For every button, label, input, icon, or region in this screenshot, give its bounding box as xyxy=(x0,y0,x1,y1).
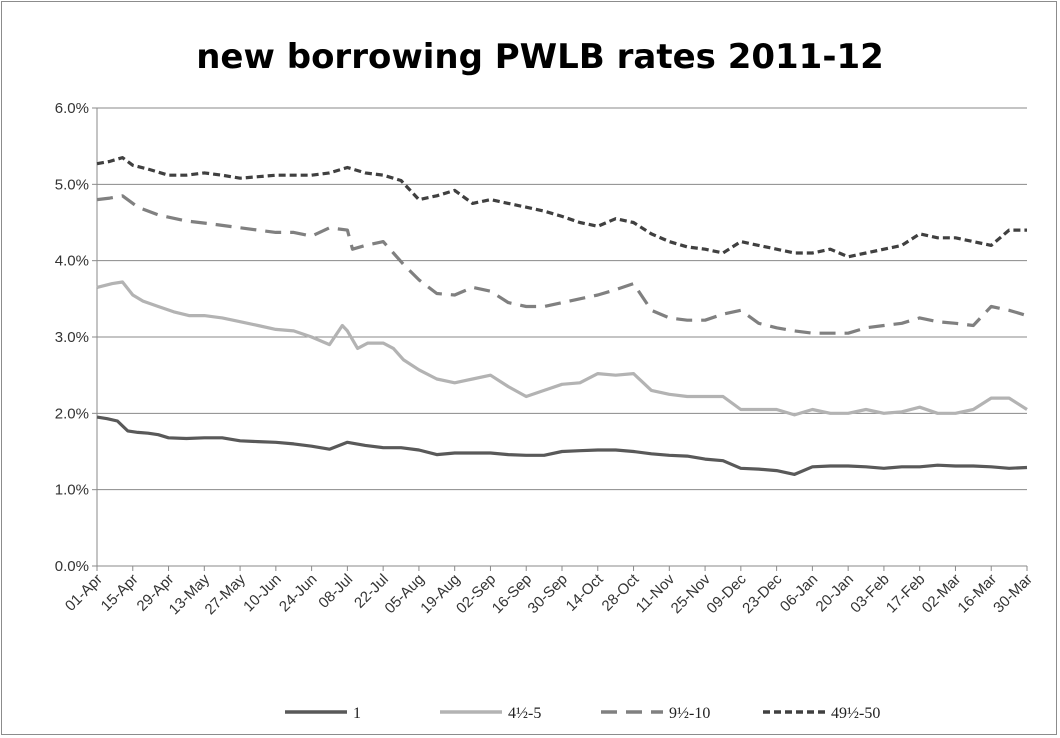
x-tick-label: 01-Apr xyxy=(62,571,106,615)
gridlines xyxy=(97,107,1027,491)
x-tick-label: 14-Oct xyxy=(563,570,607,614)
x-tick-label: 16-Mar xyxy=(954,571,1000,617)
x-tick-label: 06-Jan xyxy=(777,571,821,615)
x-tick-label: 05-Aug xyxy=(382,571,428,617)
series-lines xyxy=(96,156,1028,476)
y-axis-ticks: 0.0% 1.0% 2.0% 3.0% 4.0% 5.0% 6.0% xyxy=(55,100,97,575)
legend-label-2: 9½-10 xyxy=(669,705,710,722)
x-tick-label: 08-Jul xyxy=(315,571,356,612)
x-tick-label: 02-Mar xyxy=(919,571,965,617)
x-tick-label: 17-Feb xyxy=(883,571,929,617)
x-tick-label: 23-Dec xyxy=(739,570,786,617)
x-tick-label: 10-Jun xyxy=(240,571,284,615)
x-tick-label: 02-Sep xyxy=(453,571,499,617)
series-line-0 xyxy=(96,415,1028,476)
x-tick-label: 19-Aug xyxy=(417,571,463,617)
y-tick-label: 1.0% xyxy=(55,482,89,499)
x-axis-ticks: 01-Apr15-Apr29-Apr13-May27-May10-Jun24-J… xyxy=(62,566,1036,618)
chart-title: new borrowing PWLB rates 2011-12 xyxy=(196,37,884,77)
legend-label-3: 49½-50 xyxy=(831,705,880,722)
x-tick-label: 30-Sep xyxy=(525,571,571,617)
x-tick-label: 27-May xyxy=(202,570,250,618)
y-tick-label: 4.0% xyxy=(55,253,89,270)
series-line-1 xyxy=(96,280,1028,417)
x-tick-label: 30-Mar xyxy=(990,571,1036,617)
y-tick-label: 2.0% xyxy=(55,405,89,422)
x-tick-label: 16-Sep xyxy=(489,571,535,617)
x-tick-label: 15-Apr xyxy=(98,571,142,615)
y-tick-label: 0.0% xyxy=(55,558,89,575)
series-line-2 xyxy=(96,194,1028,335)
series-line-3 xyxy=(96,156,1027,259)
legend-label-0: 1 xyxy=(353,705,361,722)
y-tick-label: 6.0% xyxy=(55,100,89,117)
x-tick-label: 03-Feb xyxy=(847,571,893,617)
y-tick-label: 5.0% xyxy=(55,176,89,193)
x-tick-label: 24-Jun xyxy=(276,571,320,615)
y-tick-label: 3.0% xyxy=(55,329,89,346)
legend-label-1: 4½-5 xyxy=(508,705,541,722)
legend: 1 4½-5 9½-10 49½-50 xyxy=(285,705,880,722)
